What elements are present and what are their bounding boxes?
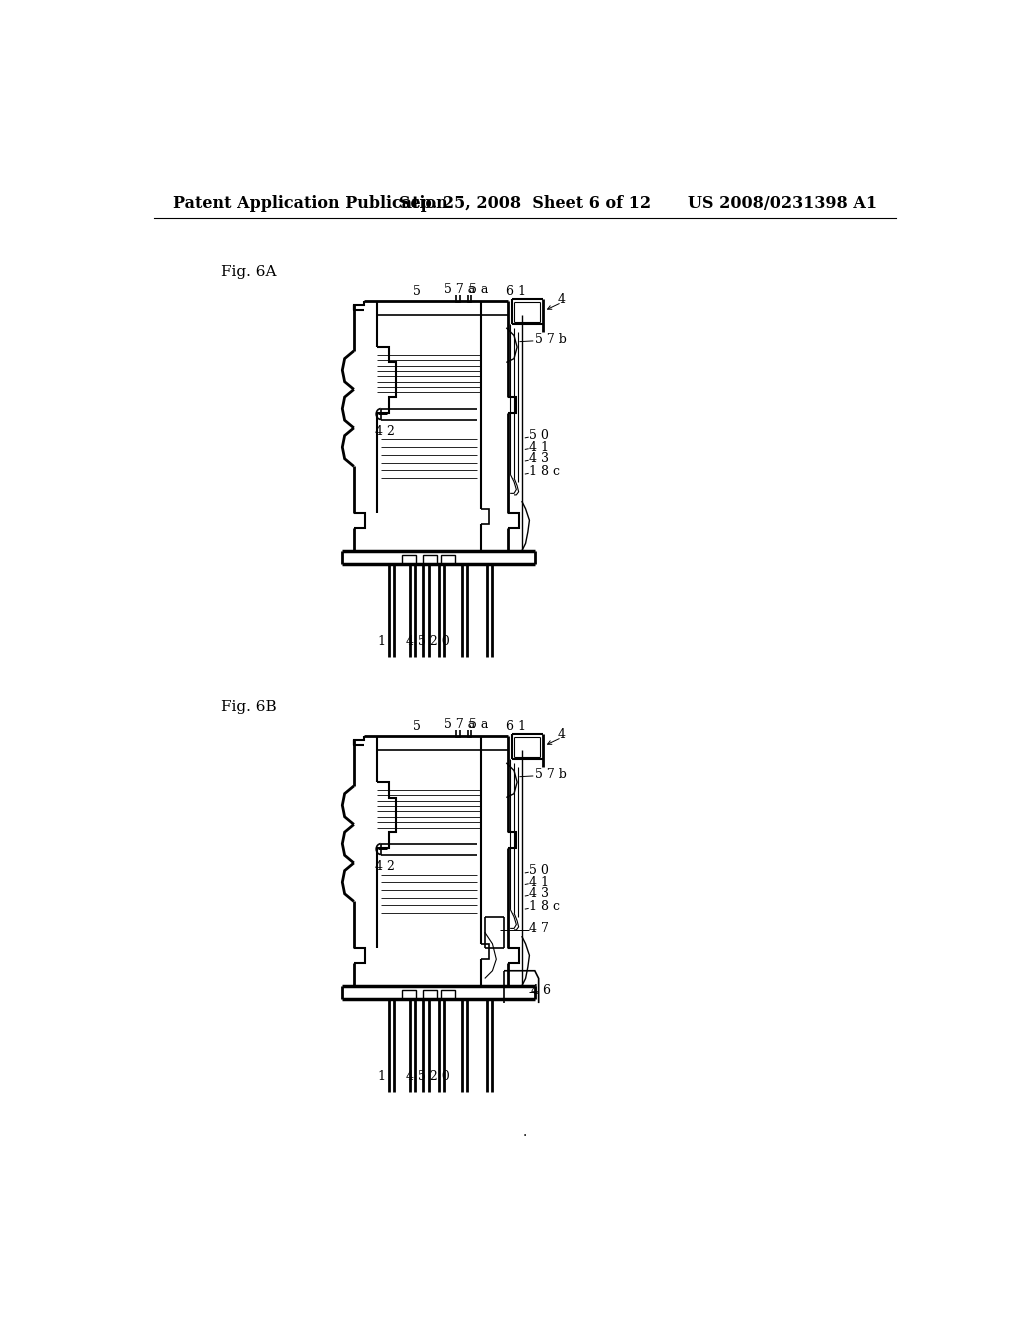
- Text: 5: 5: [413, 721, 421, 733]
- Bar: [402, 990, 416, 999]
- Text: 5 a: 5 a: [469, 718, 488, 731]
- Text: 4 3: 4 3: [529, 887, 550, 900]
- Bar: [423, 554, 437, 564]
- Text: 4: 4: [558, 293, 566, 306]
- Text: Fig. 6B: Fig. 6B: [221, 700, 278, 714]
- Text: 5 7 b: 5 7 b: [535, 333, 566, 346]
- Text: 4 1: 4 1: [529, 441, 550, 454]
- Text: 1 8 c: 1 8 c: [529, 465, 560, 478]
- Text: 4 1: 4 1: [529, 875, 550, 888]
- Text: 4 5 2 0: 4 5 2 0: [407, 635, 450, 648]
- Text: 5 7 b: 5 7 b: [535, 768, 566, 781]
- Text: 6 1: 6 1: [506, 285, 525, 298]
- Text: Patent Application Publication: Patent Application Publication: [173, 194, 447, 211]
- Text: 1 8 c: 1 8 c: [529, 900, 560, 913]
- Text: 5 0: 5 0: [529, 429, 549, 442]
- Text: 4 3: 4 3: [529, 453, 550, 465]
- Text: 1: 1: [377, 635, 385, 648]
- Text: 5 7 a: 5 7 a: [444, 718, 475, 731]
- Text: 4 5 2 0: 4 5 2 0: [407, 1069, 450, 1082]
- Text: 4 2: 4 2: [376, 425, 395, 438]
- Text: 5 0: 5 0: [529, 865, 549, 878]
- Text: US 2008/0231398 A1: US 2008/0231398 A1: [688, 194, 878, 211]
- Bar: [423, 990, 437, 999]
- Text: .: .: [522, 1126, 527, 1139]
- Text: 4 6: 4 6: [531, 983, 551, 997]
- Bar: [441, 990, 455, 999]
- Text: Sep. 25, 2008  Sheet 6 of 12: Sep. 25, 2008 Sheet 6 of 12: [398, 194, 651, 211]
- Text: 5 7 a: 5 7 a: [444, 282, 475, 296]
- Bar: [441, 554, 455, 564]
- Text: 5: 5: [413, 285, 421, 298]
- Text: Fig. 6A: Fig. 6A: [221, 265, 276, 280]
- Bar: [402, 554, 416, 564]
- Text: 6 1: 6 1: [506, 721, 525, 733]
- Text: 4 7: 4 7: [529, 921, 549, 935]
- Text: 5 a: 5 a: [469, 282, 488, 296]
- Text: 1: 1: [377, 1069, 385, 1082]
- Text: 4: 4: [558, 727, 566, 741]
- Text: 4 2: 4 2: [376, 861, 395, 874]
